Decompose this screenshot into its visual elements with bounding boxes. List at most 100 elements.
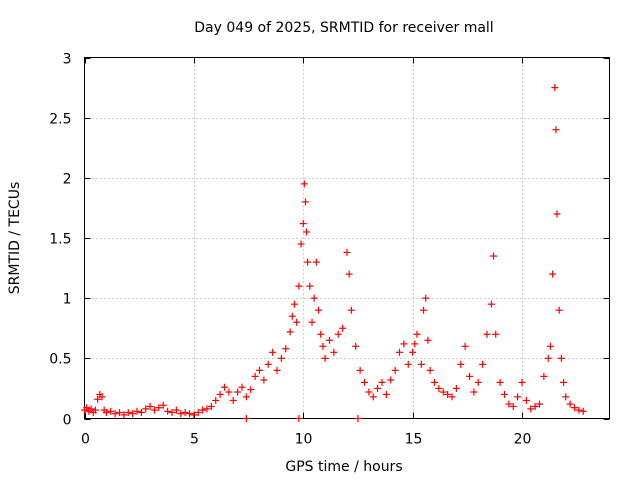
data-point [107,407,115,415]
data-point [319,342,327,350]
data-point [116,408,123,416]
data-point [234,388,242,396]
data-point [124,408,132,416]
data-point [256,366,263,374]
data-point [186,410,193,418]
data-point [483,330,491,338]
data-point [420,306,428,314]
data-point [142,405,150,413]
data-point [409,348,417,356]
data-point [492,330,500,338]
data-point [487,300,495,308]
data-point [575,406,583,414]
data-point [505,400,513,408]
data-point [422,294,430,302]
data-point [461,342,469,350]
data-point [552,126,560,134]
data-point [247,386,255,394]
data-point [400,340,408,348]
data-point [190,411,198,419]
data-point [382,390,390,398]
data-point [238,383,246,391]
data-point [352,342,360,350]
plot-frame [84,57,610,419]
data-point [518,378,526,386]
data-point [225,388,233,396]
data-point [413,330,421,338]
data-point [466,372,473,380]
data-point [549,270,557,278]
data-point [387,376,395,384]
data-point [431,378,438,386]
data-point [555,306,563,314]
data-point [242,415,250,422]
data-point [566,400,574,408]
data-point [273,366,281,374]
data-point [137,408,145,416]
data-point [164,407,172,415]
data-point [374,384,382,392]
data-point [312,258,320,266]
data-point [326,336,333,344]
data-point [300,180,308,188]
y-tick-label: 1 [63,292,72,308]
grid-layer [84,57,610,419]
data-point [203,405,211,413]
data-point [98,393,106,401]
data-point [94,395,102,403]
data-point [260,376,268,384]
data-point [369,393,377,401]
data-point [378,378,386,386]
data-point [452,384,460,392]
data-point [304,258,312,266]
data-point [102,408,110,416]
data-points [81,84,587,422]
data-point [361,378,368,386]
data-point [501,390,508,398]
data-point [297,240,305,248]
data-point [444,390,452,398]
data-point [470,388,478,396]
data-point [168,408,176,416]
data-point [448,393,456,401]
data-point [514,393,522,401]
x-tick-label: 15 [405,432,423,448]
data-point [194,408,202,416]
x-tick-label: 0 [81,432,90,448]
data-point [155,404,163,412]
data-point [308,318,316,326]
data-point [291,300,298,308]
data-point [212,396,220,404]
data-point [396,348,403,356]
data-point [87,405,95,413]
y-axis-title: SRMTID / TECUs [7,182,23,295]
data-point [229,396,237,404]
data-point [560,378,568,386]
data-point [417,360,425,368]
data-point [527,405,535,413]
y-tick-label: 3 [63,52,72,68]
data-point [479,360,487,368]
data-point [553,210,561,218]
data-point [146,402,154,410]
data-point [334,330,342,338]
data-point [282,345,290,353]
data-point [330,348,338,356]
data-point [306,282,314,290]
data-point [129,410,137,418]
data-point [411,340,419,348]
data-point [354,415,362,422]
data-point [391,366,399,374]
x-axis-title: GPS time / hours [285,459,402,475]
data-point [347,306,355,314]
data-point [562,393,570,401]
data-point [490,252,498,260]
data-point [531,402,539,410]
data-point [439,388,447,396]
y-tick-label: 0.5 [49,352,71,368]
data-point [315,306,323,314]
data-point [207,402,215,410]
x-tick-label: 5 [190,432,199,448]
